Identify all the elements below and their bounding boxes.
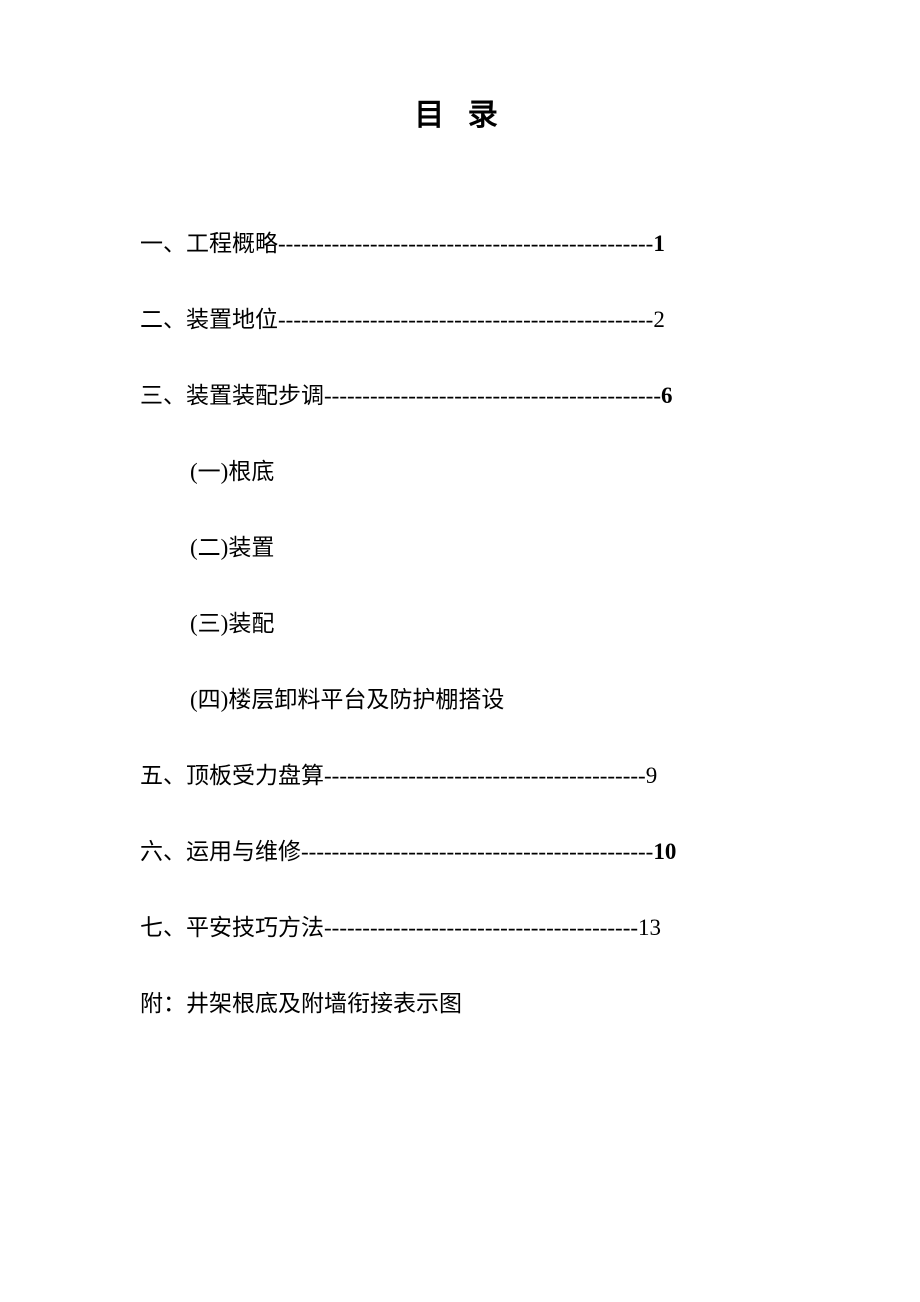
- toc-sub-entry-1: (一)根底: [140, 452, 780, 486]
- toc-label: 一、工程概略: [140, 224, 278, 258]
- toc-dashes: ----------------------------------------…: [278, 231, 653, 257]
- toc-dashes: ----------------------------------------…: [324, 383, 661, 409]
- toc-entry-2: 二、装置地位 ---------------------------------…: [140, 300, 780, 334]
- toc-label: 三、装置装配步调: [140, 376, 324, 410]
- toc-entry-3: 三、装置装配步调 -------------------------------…: [140, 376, 780, 410]
- toc-entry-7: 七、平安技巧方法 -------------------------------…: [140, 908, 780, 942]
- toc-page: 2: [653, 307, 665, 333]
- toc-entry-5: 五、顶板受力盘算 -------------------------------…: [140, 756, 780, 790]
- toc-label: 二、装置地位: [140, 300, 278, 334]
- toc-entry-6: 六、运用与维修 --------------------------------…: [140, 832, 780, 866]
- toc-page: 9: [646, 763, 658, 789]
- toc-sub-entry-3: (三)装配: [140, 604, 780, 638]
- toc-appendix: 附：井架根底及附墙衔接表示图: [140, 984, 780, 1018]
- toc-sub-entry-2: (二)装置: [140, 528, 780, 562]
- toc-page: 1: [653, 231, 665, 257]
- toc-title: 目 录: [140, 90, 780, 134]
- toc-dashes: ----------------------------------------…: [301, 839, 653, 865]
- toc-page: 13: [638, 915, 661, 941]
- toc-dashes: ----------------------------------------…: [324, 915, 638, 941]
- toc-dashes: ----------------------------------------…: [278, 307, 653, 333]
- toc-sub-entry-4: (四)楼层卸料平台及防护棚搭设: [140, 680, 780, 714]
- toc-page: 6: [661, 383, 673, 409]
- toc-label: 五、顶板受力盘算: [140, 756, 324, 790]
- toc-page: 10: [653, 839, 676, 865]
- toc-dashes: ----------------------------------------…: [324, 763, 646, 789]
- toc-label: 七、平安技巧方法: [140, 908, 324, 942]
- toc-label: 六、运用与维修: [140, 832, 301, 866]
- toc-label: 附：井架根底及附墙衔接表示图: [140, 984, 462, 1018]
- toc-entry-1: 一、工程概略 ---------------------------------…: [140, 224, 780, 258]
